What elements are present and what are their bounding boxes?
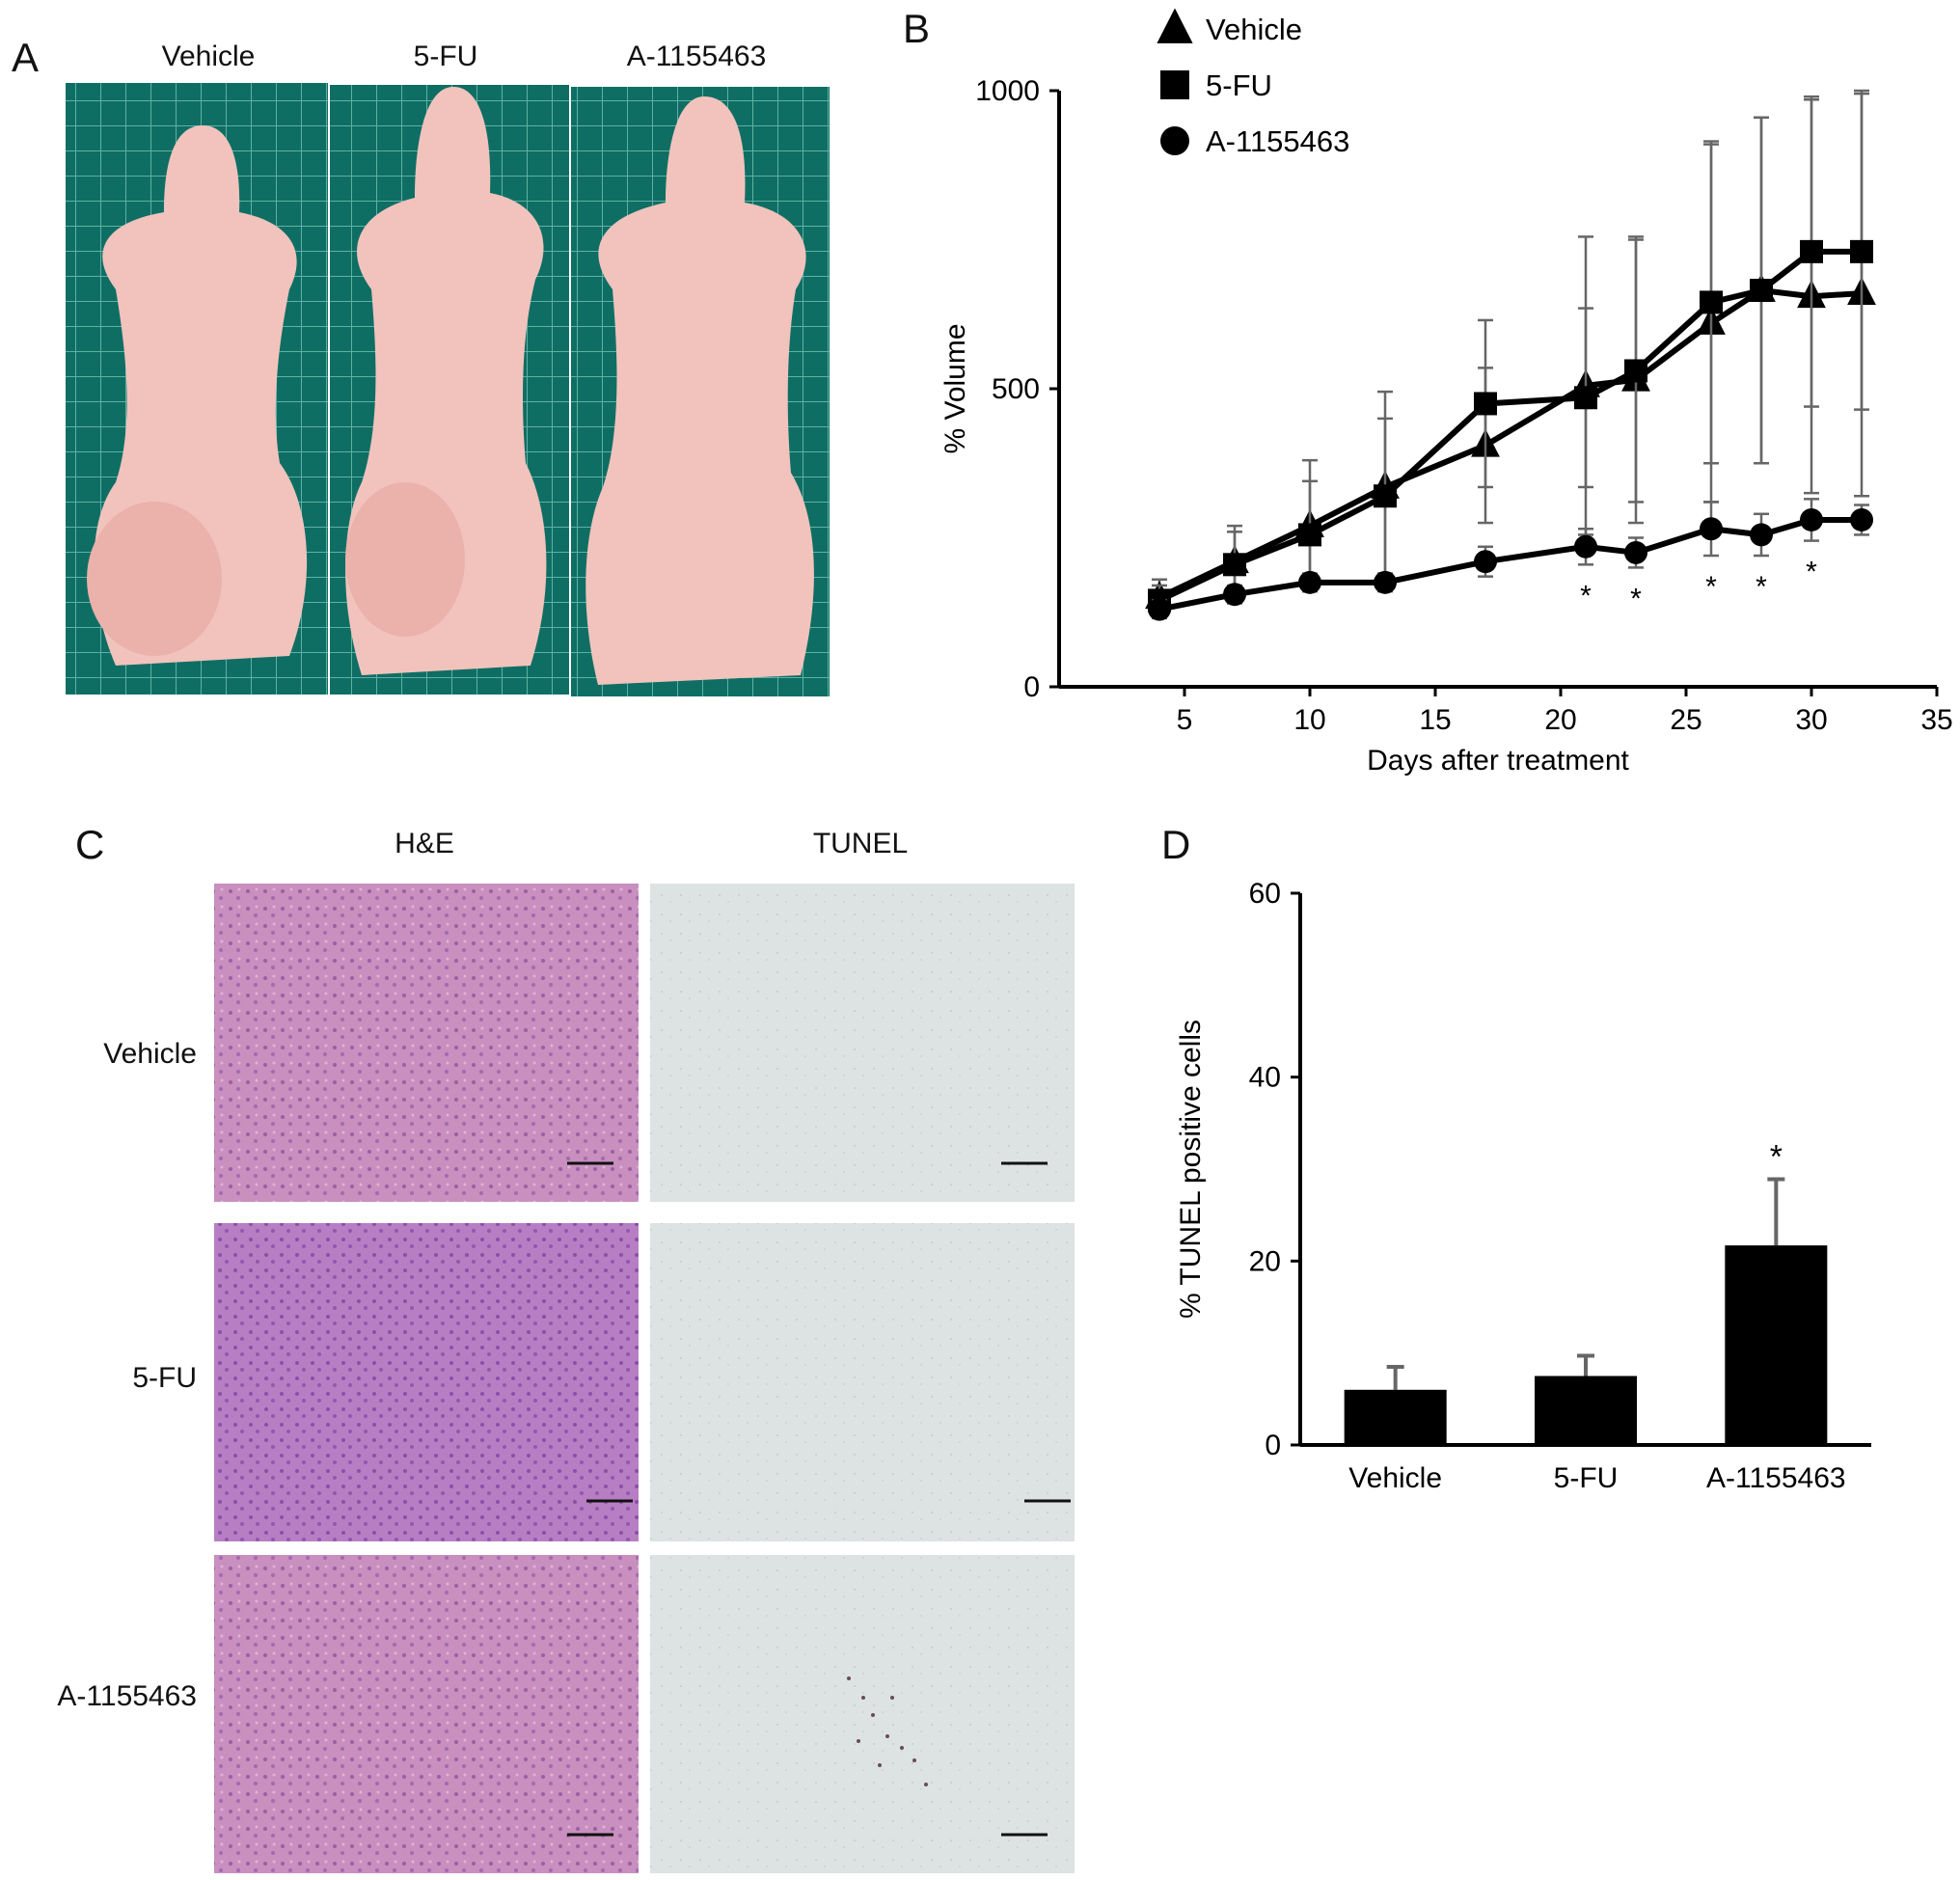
chart-b-point bbox=[1700, 290, 1723, 314]
chart-b-point bbox=[1700, 517, 1723, 541]
chart-b-significance-star: * bbox=[1705, 571, 1717, 603]
chart-b-point bbox=[1374, 570, 1397, 594]
panel-a-label-vehicle: Vehicle bbox=[161, 41, 256, 72]
chart-b-point bbox=[1474, 392, 1497, 416]
mouse-photo-5fu bbox=[330, 85, 569, 695]
chart-b-point bbox=[1800, 239, 1823, 263]
chart-b-point bbox=[1298, 523, 1321, 547]
chart-d-significance-star: * bbox=[1770, 1138, 1783, 1175]
chart-b-significance-star: * bbox=[1806, 557, 1817, 588]
chart-b-x-tick-label: 5 bbox=[1177, 704, 1193, 736]
chart-d-x-tick-label: 5-FU bbox=[1554, 1462, 1619, 1494]
panel-c-row-vehicle: Vehicle bbox=[103, 1038, 197, 1070]
chart-b-point bbox=[1374, 484, 1397, 508]
chart-b-legend-label: Vehicle bbox=[1206, 13, 1302, 46]
chart-d-x-tick-label: Vehicle bbox=[1348, 1462, 1442, 1494]
chart-b-significance-star: * bbox=[1580, 580, 1592, 612]
chart-b-x-tick-label: 25 bbox=[1670, 704, 1701, 736]
chart-b-point bbox=[1223, 583, 1246, 607]
mouse-photo-a1155463 bbox=[571, 87, 830, 696]
chart-d-bar bbox=[1725, 1245, 1828, 1445]
panel-a-label-a1155463: A-1155463 bbox=[626, 41, 767, 72]
chart-b-significance-star: * bbox=[1630, 583, 1642, 614]
chart-b-x-tick-label: 35 bbox=[1920, 704, 1952, 736]
chart-d-y-axis-label: % TUNEL positive cells bbox=[1175, 1020, 1207, 1319]
chart-d-y-tick-label: 0 bbox=[1265, 1430, 1281, 1461]
chart-b-y-axis-label: % Volume bbox=[939, 323, 971, 453]
micrograph-he-vehicle bbox=[214, 884, 639, 1202]
chart-b-x-tick-label: 30 bbox=[1795, 704, 1827, 736]
micrograph-he-a1155463 bbox=[214, 1555, 639, 1873]
chart-b-legend-marker bbox=[1160, 126, 1189, 155]
chart-b-y-tick-label: 0 bbox=[1023, 671, 1040, 703]
chart-b-point bbox=[1624, 359, 1647, 383]
chart-b-x-axis-label: Days after treatment bbox=[1367, 745, 1629, 777]
panel-c-col-tunel: TUNEL bbox=[812, 828, 909, 859]
chart-b-point bbox=[1850, 239, 1873, 263]
chart-b-legend-marker bbox=[1160, 70, 1189, 99]
chart-b-y-tick-label: 1000 bbox=[975, 75, 1040, 107]
panel-c-row-a1155463: A-1155463 bbox=[57, 1680, 197, 1712]
panel-c-row-5fu: 5-FU bbox=[132, 1362, 197, 1394]
chart-b-point bbox=[1574, 534, 1597, 559]
chart-b-x-tick-label: 10 bbox=[1293, 704, 1325, 736]
chart-b-series-a1155463 bbox=[1148, 498, 1873, 621]
chart-b-legend-label: 5-FU bbox=[1206, 68, 1272, 102]
chart-b-point bbox=[1750, 523, 1773, 547]
chart-d-y-tick-label: 20 bbox=[1249, 1245, 1281, 1277]
micrograph-tunel-5fu bbox=[650, 1223, 1075, 1541]
panel-label-d: D bbox=[1161, 822, 1191, 867]
chart-d-x-tick-label: A-1155463 bbox=[1706, 1462, 1846, 1494]
micrograph-tunel-a1155463 bbox=[650, 1555, 1075, 1873]
chart-b-point bbox=[1223, 553, 1246, 577]
panel-label-a: A bbox=[12, 35, 40, 80]
chart-b-point bbox=[1800, 507, 1823, 531]
chart-b-series-5fu bbox=[1148, 92, 1873, 617]
chart-d-y-tick-label: 60 bbox=[1249, 878, 1281, 910]
panel-label-b: B bbox=[903, 6, 931, 51]
chart-b-x-tick-label: 20 bbox=[1544, 704, 1576, 736]
chart-b-legend-label: A-1155463 bbox=[1206, 124, 1349, 158]
chart-d-bar bbox=[1344, 1389, 1447, 1445]
chart-b-point bbox=[1574, 386, 1597, 410]
chart-b-x-tick-label: 15 bbox=[1419, 704, 1451, 736]
chart-b-point bbox=[1850, 507, 1873, 531]
chart-b-point bbox=[1298, 570, 1321, 594]
chart-b-point bbox=[1148, 597, 1171, 621]
micrograph-tunel-vehicle bbox=[650, 884, 1075, 1202]
chart-b-significance-star: * bbox=[1756, 571, 1767, 603]
chart-d-bar bbox=[1535, 1376, 1637, 1445]
chart-b-point bbox=[1624, 540, 1647, 564]
panel-label-c: C bbox=[75, 822, 105, 867]
mouse-photo-vehicle bbox=[66, 83, 328, 695]
chart-b-point bbox=[1750, 279, 1773, 303]
micrograph-he-5fu bbox=[214, 1223, 639, 1541]
chart-b-point bbox=[1474, 550, 1497, 574]
chart-d-y-tick-label: 40 bbox=[1249, 1062, 1281, 1094]
chart-b-y-tick-label: 500 bbox=[992, 373, 1040, 405]
chart-b-legend-marker bbox=[1157, 8, 1193, 43]
panel-c-col-he: H&E bbox=[395, 828, 454, 859]
panel-a-label-5fu: 5-FU bbox=[413, 41, 478, 72]
